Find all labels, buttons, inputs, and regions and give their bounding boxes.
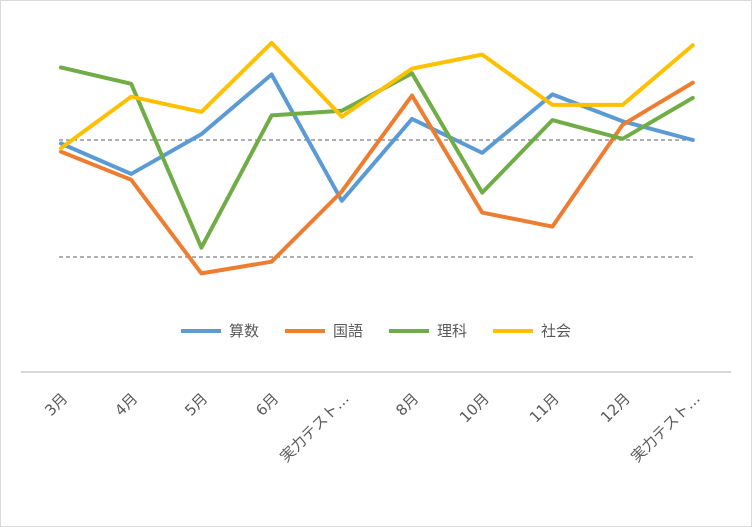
category-axis-line (21, 371, 731, 373)
series-line-1 (59, 80, 695, 276)
legend-swatch (180, 328, 221, 333)
series-line-3 (59, 40, 695, 151)
legend-item-sansu: 算数 (180, 320, 259, 341)
series-line-0 (59, 72, 695, 203)
legend-swatch (493, 328, 534, 333)
legend-item-rika: 理科 (389, 320, 467, 341)
legend-label: 国語 (332, 322, 363, 340)
legend-item-shakai: 社会 (493, 320, 571, 341)
legend-label: 社会 (541, 322, 572, 340)
legend-swatch (389, 328, 429, 333)
legend-item-kokugo: 国語 (284, 320, 363, 341)
legend: 算数 国語 理科 社会 (1, 320, 751, 341)
legend-swatch (284, 328, 325, 333)
legend-label: 算数 (228, 322, 259, 340)
legend-label: 理科 (437, 322, 468, 340)
